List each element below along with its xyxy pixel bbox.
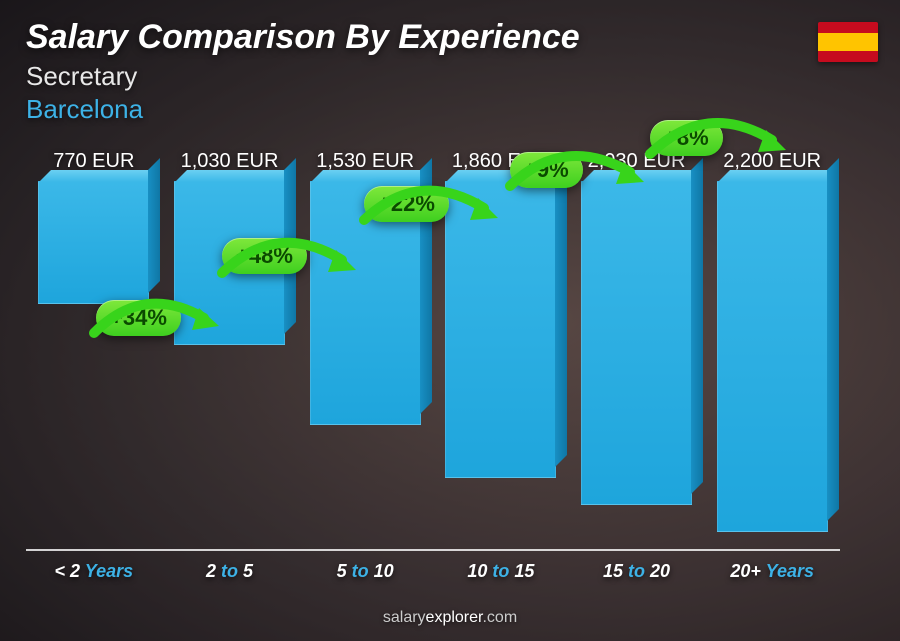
job-title: Secretary bbox=[26, 61, 580, 92]
header: Salary Comparison By Experience Secretar… bbox=[26, 18, 580, 125]
footer-brand: explorer bbox=[426, 609, 483, 626]
x-axis-category: 15 to 20 bbox=[569, 561, 705, 591]
location: Barcelona bbox=[26, 94, 580, 125]
spain-flag-icon bbox=[818, 22, 878, 62]
x-axis-category: 5 to 10 bbox=[297, 561, 433, 591]
footer-attribution: salaryexplorer.com bbox=[0, 609, 900, 627]
footer-tld: .com bbox=[482, 609, 517, 626]
percent-increase-badge: +8% bbox=[650, 120, 723, 156]
x-axis-labels: < 2 Years2 to 55 to 1010 to 1515 to 2020… bbox=[26, 561, 840, 591]
percent-increase-badge: +34% bbox=[96, 300, 181, 336]
percent-increase-badge: +22% bbox=[364, 186, 449, 222]
page-title: Salary Comparison By Experience bbox=[26, 18, 580, 57]
bar-slot: 2,030 EUR bbox=[569, 150, 705, 551]
percent-increase-badge: +48% bbox=[222, 238, 307, 274]
bar-slot: 2,200 EUR bbox=[704, 150, 840, 551]
x-axis-line bbox=[26, 549, 840, 551]
bar bbox=[717, 181, 828, 532]
x-axis-category: 10 to 15 bbox=[433, 561, 569, 591]
x-axis-category: 2 to 5 bbox=[162, 561, 298, 591]
bar-slot: 1,860 EUR bbox=[433, 150, 569, 551]
bar bbox=[38, 181, 149, 304]
percent-increase-badge: +9% bbox=[510, 152, 583, 188]
bar-slot: 1,030 EUR bbox=[162, 150, 298, 551]
bar bbox=[581, 181, 692, 505]
bar bbox=[445, 181, 556, 478]
infographic-container: Salary Comparison By Experience Secretar… bbox=[0, 0, 900, 641]
footer-prefix: salary bbox=[383, 609, 426, 626]
x-axis-category: < 2 Years bbox=[26, 561, 162, 591]
x-axis-category: 20+ Years bbox=[704, 561, 840, 591]
bar-slot: 770 EUR bbox=[26, 150, 162, 551]
